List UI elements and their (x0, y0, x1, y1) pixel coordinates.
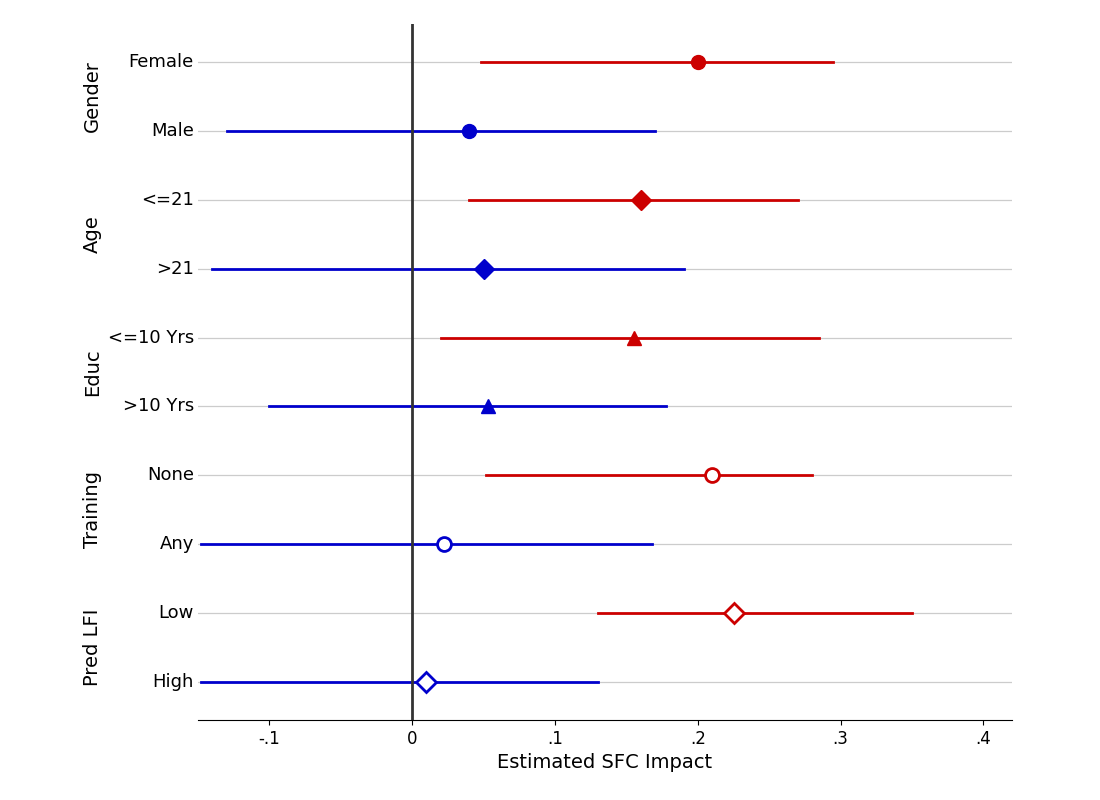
Text: Female: Female (129, 53, 194, 71)
Text: Age: Age (82, 215, 101, 253)
X-axis label: Estimated SFC Impact: Estimated SFC Impact (497, 754, 713, 772)
Text: >10 Yrs: >10 Yrs (123, 398, 194, 415)
Text: Gender: Gender (82, 61, 101, 132)
Text: High: High (153, 673, 194, 691)
Text: Male: Male (151, 122, 194, 140)
Text: <=21: <=21 (141, 190, 194, 209)
Text: Educ: Educ (82, 348, 101, 396)
Text: Low: Low (158, 604, 194, 622)
Text: Training: Training (82, 471, 101, 548)
Text: >21: >21 (156, 260, 194, 278)
Text: Any: Any (160, 535, 194, 554)
Text: None: None (147, 466, 194, 484)
Text: Pred LFI: Pred LFI (82, 609, 101, 686)
Text: <=10 Yrs: <=10 Yrs (108, 329, 194, 346)
